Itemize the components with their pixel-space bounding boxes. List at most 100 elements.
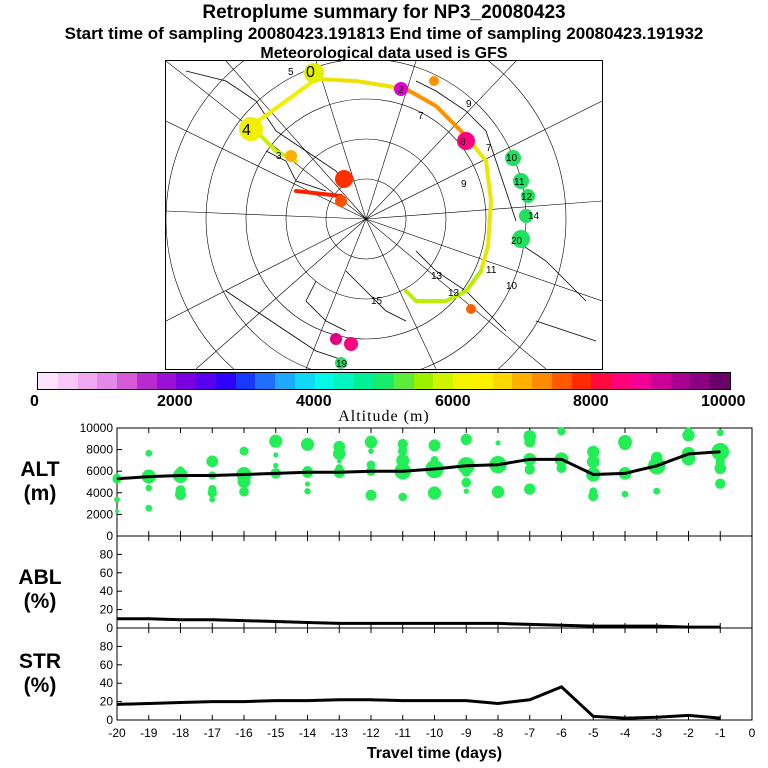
particle-altitude-point	[368, 448, 374, 454]
particle-altitude-point	[682, 429, 695, 442]
x-tick-label: -10	[426, 726, 444, 740]
colorbar-segment	[275, 373, 295, 389]
particle-altitude-point	[177, 488, 184, 495]
particle-altitude-point	[523, 430, 537, 443]
x-tick-label: -7	[524, 726, 535, 740]
x-tick-label: -1	[715, 726, 726, 740]
colorbar-segment	[670, 373, 691, 389]
data-point	[656, 625, 658, 627]
colorbar-segment	[374, 373, 394, 389]
particle-clusters	[239, 63, 535, 369]
coastlines	[185, 70, 597, 362]
data-point	[116, 618, 118, 620]
alt-panel-label: ALT (m)	[10, 458, 70, 506]
colorbar-title: Altitude (m)	[338, 408, 430, 425]
data-point	[497, 702, 499, 704]
colorbar-segment	[235, 373, 256, 389]
colorbar-segment	[433, 373, 454, 389]
particle-altitude-point	[206, 455, 219, 468]
data-point	[592, 625, 594, 627]
y-tick-label: 80	[100, 639, 114, 653]
colorbar-segment	[354, 373, 375, 389]
particle-altitude-point	[461, 477, 472, 488]
data-point	[338, 471, 340, 473]
particle-altitude-point	[460, 433, 472, 446]
svg-text:9: 9	[466, 99, 472, 110]
y-tick-label: 2000	[86, 507, 113, 521]
x-axis-label: Travel time (days)	[367, 745, 502, 762]
colorbar-segment	[255, 373, 276, 389]
x-tick-label: -9	[461, 726, 472, 740]
particle-altitude-point	[428, 439, 441, 452]
data-point	[529, 458, 531, 460]
data-point	[719, 451, 721, 453]
y-tick-label: 0	[106, 529, 113, 543]
particle-altitude-point	[491, 485, 505, 499]
colorbar-segment	[176, 373, 197, 389]
polar-trajectory-map: 0 4 8 9 10 11 12 14 20 11 13 13 15 3 5 2…	[165, 60, 603, 370]
svg-text:13: 13	[431, 271, 443, 282]
colorbar-label-8000: 8000	[573, 393, 609, 410]
data-point	[243, 701, 245, 703]
particle-altitude-point	[209, 496, 216, 503]
data-point	[148, 618, 150, 620]
colorbar-segment	[314, 373, 335, 389]
data-point	[497, 464, 499, 466]
particle-altitude-point	[398, 492, 408, 502]
particle-altitude-point	[463, 488, 469, 494]
y-tick-label: 60	[100, 566, 114, 580]
x-tick-label: -18	[172, 726, 190, 740]
data-point	[434, 700, 435, 702]
colorbar-segment	[591, 373, 612, 389]
data-point	[434, 468, 435, 470]
particle-altitude-point	[300, 437, 315, 451]
colorbar-segment	[512, 373, 533, 389]
colorbar-label-6000: 6000	[435, 393, 471, 410]
data-point	[307, 621, 308, 623]
x-tick-label: -5	[588, 726, 599, 740]
colorbar-segment	[215, 373, 236, 389]
colorbar-segment	[690, 373, 711, 389]
data-point	[402, 700, 404, 702]
particle-altitude-point	[273, 452, 279, 458]
svg-text:10: 10	[506, 153, 518, 164]
data-point	[688, 453, 689, 455]
plot-frame	[116, 627, 753, 721]
x-tick-label: -8	[493, 726, 504, 740]
svg-text:11: 11	[486, 265, 497, 276]
particle-altitude-point	[145, 505, 152, 512]
particle-altitude-point	[145, 484, 153, 492]
colorbar-segment	[571, 373, 592, 389]
svg-text:7: 7	[486, 143, 492, 154]
data-point	[180, 619, 181, 621]
particle-altitude-point	[239, 486, 249, 497]
colorbar-segment	[334, 373, 355, 389]
data-point	[148, 476, 150, 478]
svg-text:20: 20	[511, 236, 523, 247]
svg-text:15: 15	[371, 296, 383, 307]
svg-text:7: 7	[418, 111, 424, 122]
data-point	[529, 699, 531, 701]
colorbar-segment	[77, 373, 98, 389]
particle-altitude-point	[337, 458, 342, 464]
particle-altitude-point	[397, 446, 408, 456]
data-point	[434, 622, 435, 624]
y-tick-label: 0	[106, 621, 113, 635]
svg-text:12: 12	[521, 192, 533, 203]
svg-text:19: 19	[336, 359, 348, 369]
y-tick-label: 40	[100, 584, 114, 598]
colorbar-segment	[453, 373, 473, 389]
svg-text:2: 2	[398, 85, 404, 96]
colorbar-segment	[551, 373, 572, 389]
particle-altitude-point	[332, 447, 346, 460]
svg-text:5: 5	[288, 67, 294, 78]
particle-altitude-point	[304, 481, 311, 487]
x-tick-label: -4	[620, 726, 631, 740]
particle-altitude-point	[495, 440, 501, 446]
svg-text:9: 9	[461, 179, 467, 190]
x-tick-label: -3	[651, 726, 662, 740]
sampling-time-subtitle: Start time of sampling 20080423.191813 E…	[64, 24, 704, 43]
str-label-line: STR (%)	[19, 650, 61, 697]
data-point	[688, 626, 689, 628]
